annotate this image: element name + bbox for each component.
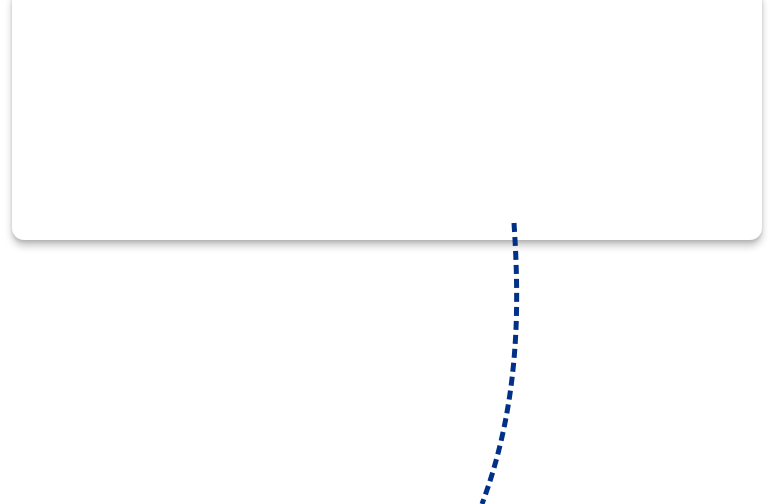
- connector-path: [479, 222, 520, 504]
- content-card: [12, 0, 762, 240]
